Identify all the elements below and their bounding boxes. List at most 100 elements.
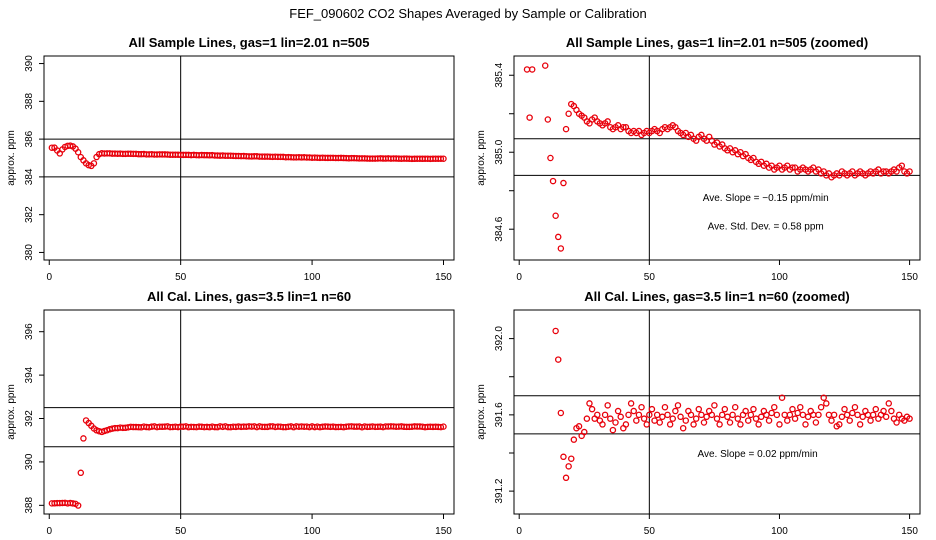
- data-point: [893, 419, 900, 426]
- data-point: [854, 411, 861, 419]
- data-point: [823, 400, 830, 407]
- plot-frame: [43, 55, 455, 261]
- y-axis-label: approx. ppm: [6, 130, 17, 186]
- data-point: [872, 405, 880, 413]
- data-point: [646, 411, 653, 419]
- data-point: [601, 411, 609, 419]
- y-tick-label: 391.6: [494, 402, 505, 427]
- data-point: [789, 164, 796, 171]
- data-point: [742, 407, 749, 415]
- x-tick-label: 50: [644, 272, 656, 283]
- data-point: [747, 411, 755, 419]
- data-point: [781, 411, 788, 419]
- data-point: [812, 419, 820, 426]
- data-point: [869, 411, 877, 419]
- data-point: [568, 455, 575, 462]
- data-point: [888, 407, 895, 415]
- plot-frame: [43, 309, 455, 515]
- data-point: [640, 415, 648, 422]
- data-point: [656, 419, 663, 426]
- data-point: [802, 421, 809, 428]
- annotation-text: Ave. Slope = −0.15 ppm/min: [703, 193, 829, 204]
- data-point: [565, 463, 572, 470]
- data-point: [820, 394, 827, 401]
- data-point: [703, 413, 710, 421]
- data-point: [560, 453, 567, 461]
- data-point: [757, 413, 765, 421]
- data-point: [607, 415, 614, 422]
- data-point: [627, 400, 635, 407]
- data-point: [74, 148, 82, 156]
- data-point: [599, 421, 606, 428]
- data-point: [830, 411, 838, 419]
- data-point: [586, 400, 593, 407]
- x-tick-label: 100: [304, 272, 321, 283]
- panel-title: All Cal. Lines, gas=3.5 lin=1 n=60: [147, 289, 351, 304]
- data-point: [849, 409, 856, 417]
- data-point: [880, 407, 887, 415]
- data-point: [570, 436, 578, 443]
- data-point: [799, 411, 807, 419]
- data-point: [80, 435, 87, 442]
- y-tick-label: 384: [24, 168, 35, 185]
- data-point: [625, 411, 632, 419]
- data-point: [544, 116, 552, 123]
- y-tick-label: 394: [24, 366, 35, 383]
- y-tick-label: 386: [24, 130, 35, 147]
- x-tick-label: 100: [304, 526, 321, 537]
- data-point: [620, 123, 627, 131]
- data-point: [778, 394, 786, 401]
- x-tick-label: 0: [46, 526, 52, 537]
- data-point: [560, 179, 567, 187]
- data-point: [677, 413, 684, 421]
- data-point: [554, 233, 562, 241]
- data-point: [859, 413, 866, 421]
- data-point: [440, 423, 447, 430]
- y-tick-label: 390: [24, 453, 35, 470]
- data-point: [716, 421, 723, 428]
- data-point: [557, 409, 565, 417]
- data-point: [765, 417, 773, 424]
- data-point: [661, 403, 669, 411]
- data-point: [851, 403, 859, 411]
- y-tick-label: 388: [24, 497, 35, 514]
- data-point: [562, 125, 570, 133]
- panel-title: All Sample Lines, gas=1 lin=2.01 n=505: [129, 35, 370, 50]
- data-point: [622, 421, 630, 428]
- data-point: [771, 403, 778, 411]
- y-tick-label: 396: [24, 323, 35, 340]
- panel-title: All Cal. Lines, gas=3.5 lin=1 n=60 (zoom…: [584, 289, 850, 304]
- data-point: [744, 417, 752, 424]
- data-point: [794, 409, 801, 417]
- data-point: [784, 417, 791, 424]
- data-point: [437, 155, 445, 162]
- data-point: [659, 413, 666, 421]
- data-point: [711, 402, 718, 409]
- data-point: [669, 415, 677, 422]
- data-point: [575, 423, 583, 430]
- data-point: [755, 421, 762, 428]
- x-tick-label: 150: [435, 272, 452, 283]
- panel-2: All Sample Lines, gas=1 lin=2.01 n=505 (…: [476, 35, 921, 283]
- data-point: [651, 417, 658, 424]
- y-axis-label: approx. ppm: [476, 130, 487, 186]
- data-point: [614, 407, 622, 415]
- data-point: [664, 411, 671, 419]
- data-point: [731, 403, 739, 411]
- data-point: [804, 413, 812, 421]
- figure-title: FEF_090602 CO2 Shapes Averaged by Sample…: [289, 6, 646, 21]
- x-tick-label: 150: [901, 272, 918, 283]
- data-point: [836, 421, 843, 428]
- data-point: [541, 62, 549, 69]
- data-point: [843, 411, 851, 419]
- data-point: [687, 411, 695, 419]
- y-tick-label: 392: [24, 410, 35, 427]
- data-point: [557, 245, 565, 252]
- data-point: [552, 212, 559, 219]
- data-point: [695, 405, 703, 413]
- y-tick-label: 385.0: [494, 139, 505, 164]
- data-point: [867, 417, 874, 424]
- data-point: [547, 154, 554, 162]
- data-point: [581, 428, 588, 436]
